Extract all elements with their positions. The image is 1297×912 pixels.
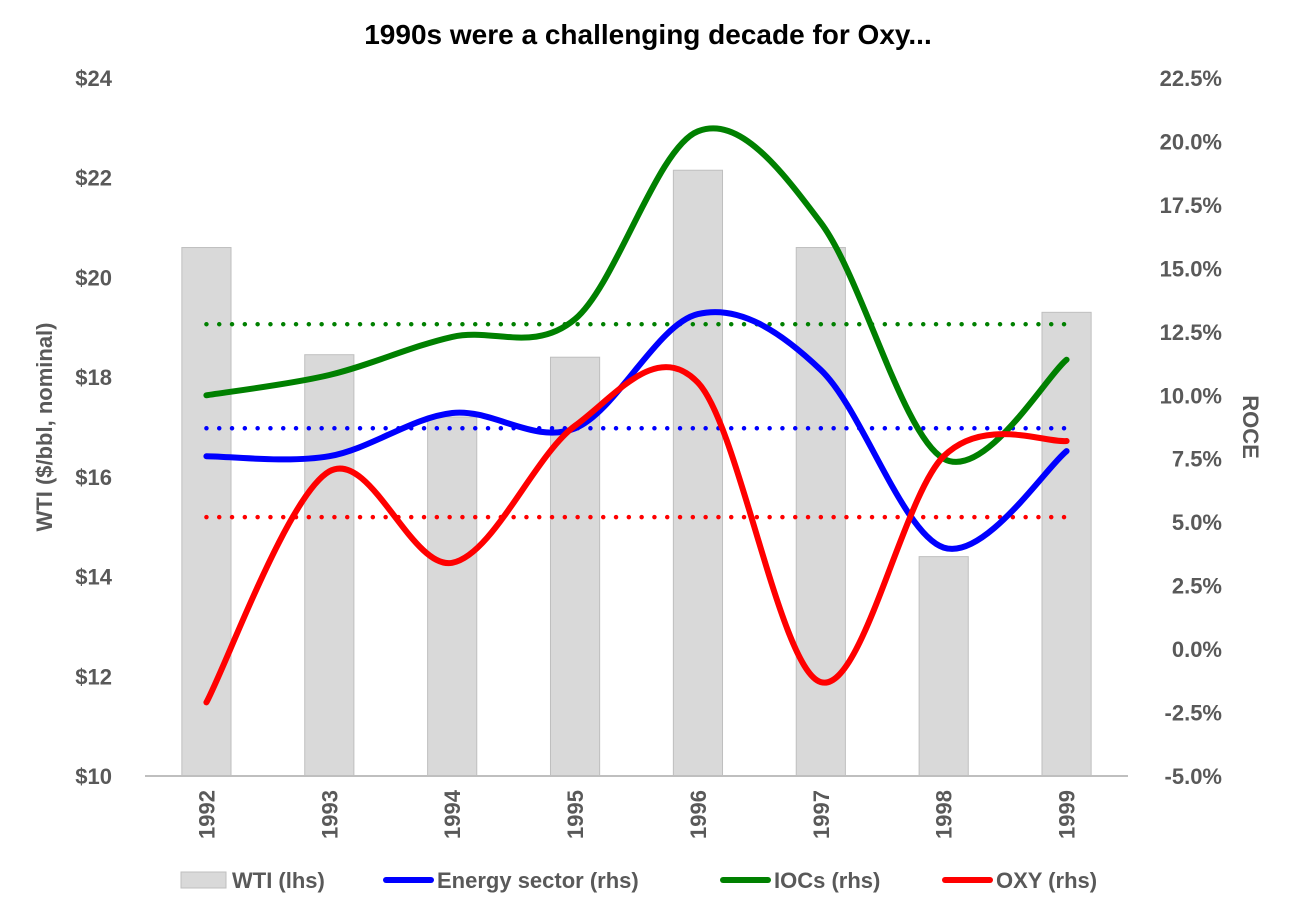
series-line-2	[203, 364, 1070, 706]
bar-wti-1996	[672, 169, 724, 777]
right-tick-label: 20.0%	[1160, 129, 1222, 154]
left-tick-label: $12	[75, 664, 112, 689]
bar-wti-1998	[918, 556, 969, 777]
left-tick-label: $16	[75, 465, 112, 490]
average-lines-layer	[204, 321, 1069, 520]
bar-wti-1997	[795, 247, 846, 777]
bar-wti-1999	[1041, 311, 1092, 777]
chart-title: 1990s were a challenging decade for Oxy.…	[364, 19, 932, 50]
right-tick-label: 15.0%	[1160, 256, 1222, 281]
legend-label: OXY (rhs)	[996, 868, 1097, 893]
series-line-0	[203, 309, 1070, 552]
x-tick-label: 1999	[1055, 790, 1080, 839]
left-axis-ticks: $10 $12 $14 $16 $18 $20 $22 $24	[75, 66, 112, 789]
right-tick-label: 5.0%	[1172, 510, 1222, 535]
series-lines-layer	[203, 125, 1070, 706]
left-tick-label: $22	[75, 166, 112, 191]
right-tick-label: -2.5%	[1165, 701, 1222, 726]
left-tick-label: $14	[75, 565, 112, 590]
right-tick-label: 7.5%	[1172, 447, 1222, 472]
right-tick-label: -5.0%	[1165, 764, 1222, 789]
right-axis-title: ROCE	[1238, 395, 1263, 459]
left-axis-title: WTI ($/bbl, nominal)	[32, 323, 57, 532]
legend-swatch-bar	[180, 871, 227, 889]
x-tick-label: 1998	[932, 790, 957, 839]
x-tick-label: 1993	[317, 790, 342, 839]
x-tick-label: 1995	[563, 790, 588, 839]
x-tick-label: 1994	[440, 789, 465, 839]
right-tick-label: 0.0%	[1172, 637, 1222, 662]
x-tick-label: 1997	[809, 790, 834, 839]
left-tick-label: $24	[75, 66, 112, 91]
right-tick-label: 2.5%	[1172, 574, 1222, 599]
bar-wti-1993	[304, 354, 355, 777]
series-line-1	[203, 125, 1070, 465]
legend-label: WTI (lhs)	[232, 868, 325, 893]
right-tick-label: 10.0%	[1160, 383, 1222, 408]
bars-layer	[181, 169, 1092, 777]
right-tick-label: 22.5%	[1160, 66, 1222, 91]
x-tick-label: 1996	[686, 790, 711, 839]
right-axis-ticks: -5.0% -2.5% 0.0% 2.5% 5.0% 7.5% 10.0% 12.5% 15.0…	[1160, 66, 1222, 789]
legend: WTI (lhs) Energy sector (rhs) IOCs (rhs) OX…	[180, 868, 1097, 893]
legend-label: Energy sector (rhs)	[437, 868, 639, 893]
right-tick-label: 17.5%	[1160, 193, 1222, 218]
right-tick-label: 12.5%	[1160, 320, 1222, 345]
left-tick-label: $10	[75, 764, 112, 789]
left-tick-label: $18	[75, 365, 112, 390]
bar-wti-1994	[427, 416, 478, 777]
legend-label: IOCs (rhs)	[774, 868, 880, 893]
left-tick-label: $20	[75, 265, 112, 290]
x-tick-label: 1992	[194, 790, 219, 839]
bar-wti-1992	[181, 247, 232, 777]
x-axis-ticks: 1992 1993 1994 1995 1996 1997 1998 1999	[194, 789, 1079, 839]
